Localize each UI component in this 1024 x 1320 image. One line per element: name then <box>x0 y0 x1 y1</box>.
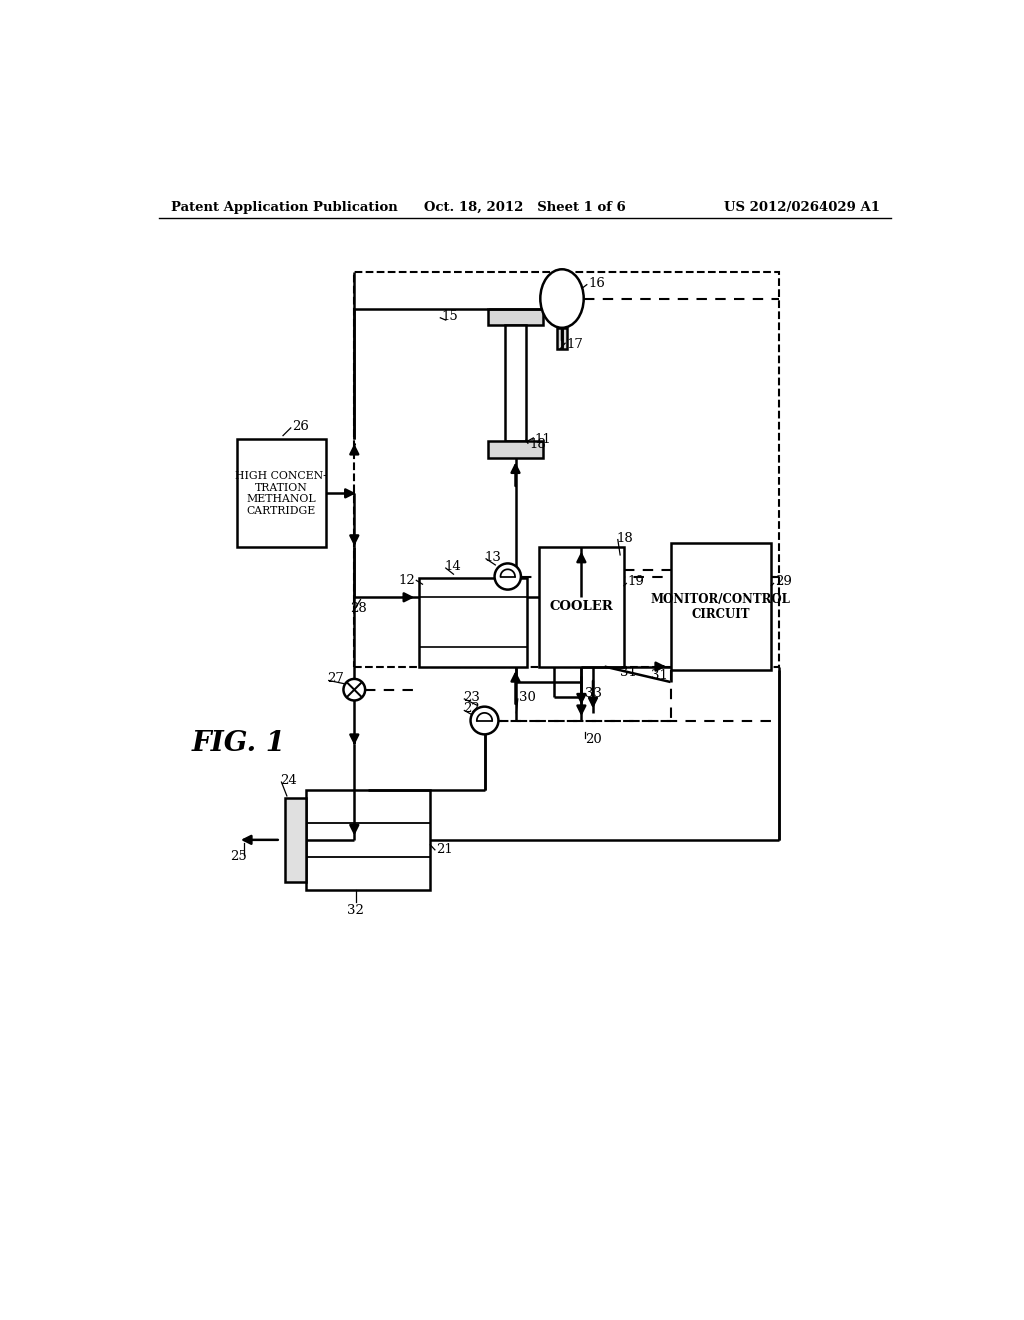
Text: 32: 32 <box>347 904 365 917</box>
Text: MONITOR/CONTROL
CIRCUIT: MONITOR/CONTROL CIRCUIT <box>651 593 791 620</box>
Bar <box>237 440 326 548</box>
Text: 12: 12 <box>398 574 415 587</box>
Bar <box>285 797 306 882</box>
Text: 17: 17 <box>566 338 584 351</box>
Bar <box>505 326 526 441</box>
Bar <box>488 441 543 458</box>
Text: 19: 19 <box>628 576 645 589</box>
Text: COOLER: COOLER <box>550 601 613 614</box>
Text: 24: 24 <box>280 774 297 787</box>
Text: 31: 31 <box>651 669 668 682</box>
Text: 29: 29 <box>775 576 792 589</box>
Text: FIG. 1: FIG. 1 <box>191 730 286 758</box>
Bar <box>557 327 567 350</box>
Circle shape <box>495 564 521 590</box>
Text: 30: 30 <box>519 690 537 704</box>
Text: 21: 21 <box>436 843 454 857</box>
Bar <box>306 789 430 890</box>
Text: 26: 26 <box>292 420 309 433</box>
Text: 16: 16 <box>589 277 605 289</box>
Ellipse shape <box>541 269 584 327</box>
Text: 33: 33 <box>586 686 602 700</box>
Text: 25: 25 <box>229 850 247 863</box>
Bar <box>539 548 624 667</box>
Bar <box>354 272 779 667</box>
Text: US 2012/0264029 A1: US 2012/0264029 A1 <box>724 201 880 214</box>
Text: Patent Application Publication: Patent Application Publication <box>171 201 397 214</box>
Text: 28: 28 <box>350 602 368 615</box>
Circle shape <box>343 678 366 701</box>
Text: HIGH CONCEN-
TRATION
METHANOL
CARTRIDGE: HIGH CONCEN- TRATION METHANOL CARTRIDGE <box>236 471 327 516</box>
Text: 11: 11 <box>535 433 552 446</box>
Bar <box>488 309 543 326</box>
Bar <box>419 578 527 667</box>
Text: 18: 18 <box>616 532 633 545</box>
Bar <box>671 544 771 671</box>
Text: 13: 13 <box>484 550 502 564</box>
Text: 22: 22 <box>463 702 479 715</box>
Text: 23: 23 <box>463 690 479 704</box>
Text: 27: 27 <box>328 672 344 685</box>
Text: 18: 18 <box>529 438 546 451</box>
Circle shape <box>471 706 499 734</box>
Text: 20: 20 <box>586 733 602 746</box>
Text: 31: 31 <box>621 667 637 680</box>
Text: 14: 14 <box>444 560 461 573</box>
Text: Oct. 18, 2012   Sheet 1 of 6: Oct. 18, 2012 Sheet 1 of 6 <box>424 201 626 214</box>
Text: 15: 15 <box>442 310 459 323</box>
